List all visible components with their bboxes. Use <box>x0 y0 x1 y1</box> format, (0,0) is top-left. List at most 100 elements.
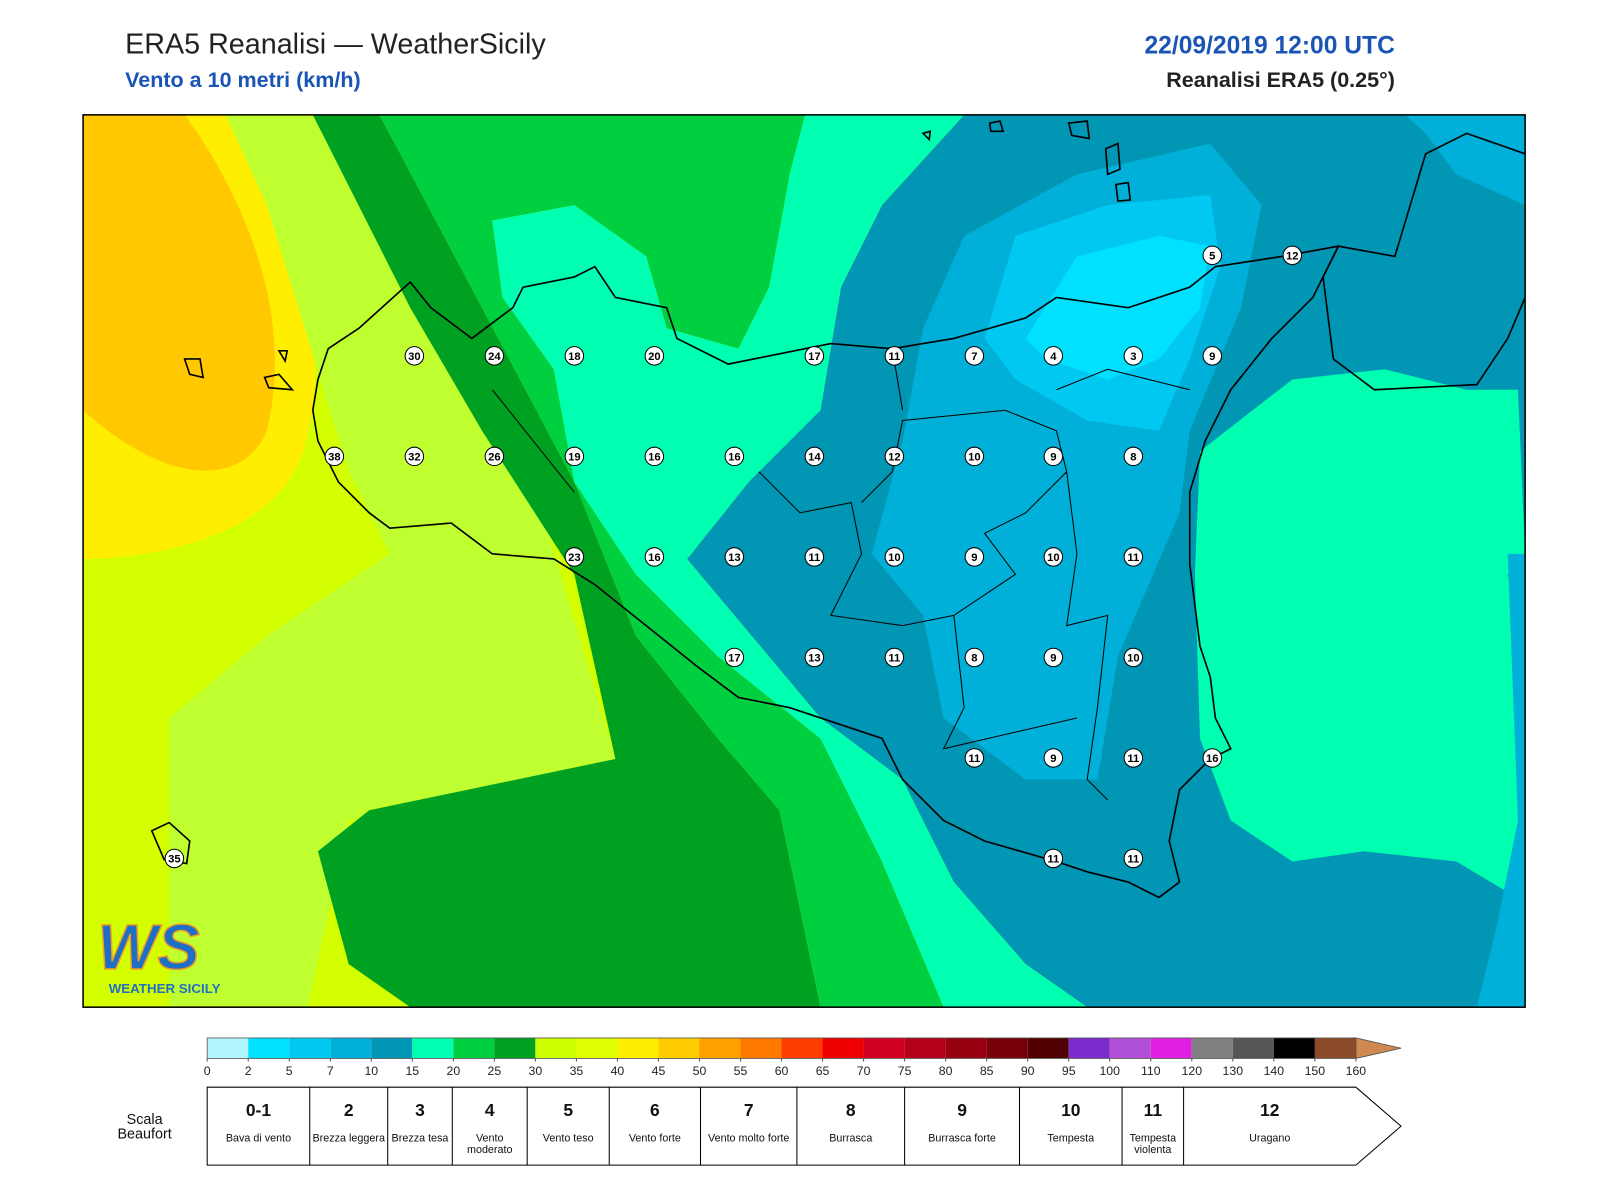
colorbar-tick-label: 90 <box>1021 1064 1035 1078</box>
beaufort-label: Vento teso <box>542 1133 594 1145</box>
wind-field: WS WEATHER SICILY <box>83 114 1526 1008</box>
station-value: 18 <box>568 351 581 363</box>
colorbar-tick-label: 20 <box>446 1064 460 1078</box>
colorbar-segment <box>1068 1037 1110 1059</box>
beaufort-label-box: Tempesta violenta <box>1129 1133 1177 1156</box>
date: 22/09/2019 12:00 UTC <box>1144 32 1395 59</box>
station-marker <box>324 446 345 467</box>
colorbar-segment <box>412 1037 454 1059</box>
colorbar-tick-label: 100 <box>1099 1064 1120 1078</box>
beaufort-label-box: Uragano <box>1249 1133 1290 1143</box>
colorbar-tick-label: 7 <box>327 1064 334 1078</box>
colorbar-segment <box>1232 1037 1274 1059</box>
station-value: 19 <box>568 452 581 464</box>
colorbar-segment <box>371 1037 413 1059</box>
colorbar-segment <box>822 1037 864 1059</box>
colorbar-segment <box>494 1037 536 1059</box>
colorbar-tick-label: 10 <box>364 1064 378 1078</box>
station-value: 11 <box>888 653 900 665</box>
station-marker <box>724 547 745 567</box>
colorbar-segment <box>207 1037 249 1059</box>
colorbar-tick-label: 95 <box>1062 1064 1076 1078</box>
colorbar-tick-label: 2 <box>245 1064 252 1078</box>
station-value: 9 <box>1209 351 1215 363</box>
colorbar-segment <box>1273 1037 1315 1059</box>
station-marker <box>804 446 825 467</box>
beaufort-title-box: Scala Beaufort <box>117 1111 172 1142</box>
station-value: 14 <box>808 452 821 464</box>
beaufort-label-box: Vento moderato <box>467 1133 512 1154</box>
colorbar-segment <box>576 1037 618 1059</box>
station-marker <box>804 547 825 567</box>
station-marker <box>884 446 905 467</box>
beaufort-label: Bava di vento <box>225 1133 292 1145</box>
colorbar-tick-label: 55 <box>734 1064 748 1078</box>
colorbar-tick-label: 130 <box>1223 1064 1244 1078</box>
beaufort-force: 4 <box>485 1100 495 1120</box>
beaufort-force: 9 <box>957 1100 967 1120</box>
stations: 5 12 30 24 18 20 17 11 7 4 3 9 38 32 26 19 16 16 14 12 10 9 8 2… <box>164 245 1303 869</box>
station-value: 16 <box>648 452 661 464</box>
colorbar-segment <box>1191 1037 1233 1059</box>
logo-caption: WEATHER SICILY <box>109 981 221 996</box>
beaufort-label: Brezza leggera <box>312 1133 385 1145</box>
colorbar-tick-label: 5 <box>286 1064 293 1078</box>
station-marker <box>1282 245 1303 266</box>
colorbar-segment <box>904 1037 946 1059</box>
beaufort-force: 12 <box>1260 1100 1279 1120</box>
station-value: 9 <box>1050 653 1056 665</box>
colorbar-segment <box>330 1037 372 1059</box>
beaufort-force: 8 <box>846 1100 856 1120</box>
beaufort-label: Tempesta violenta <box>1129 1133 1177 1156</box>
colorbar-tick-label: 50 <box>693 1064 707 1078</box>
station-value: 20 <box>648 351 661 363</box>
colorbar-tick-label: 25 <box>488 1064 502 1078</box>
station-marker <box>1123 547 1144 567</box>
station-marker <box>404 446 425 467</box>
colorbar-segment <box>248 1037 290 1059</box>
station-value: 11 <box>1047 854 1059 866</box>
station-marker <box>724 446 745 467</box>
beaufort-force: 5 <box>563 1100 573 1120</box>
station-marker <box>1043 848 1064 869</box>
beaufort-force: 10 <box>1061 1100 1080 1120</box>
station-value: 11 <box>808 552 820 564</box>
colorbar: 0 2 5 7 10 15 20 25 30 35 40 45 50 55 60 65 70 75 80 85 90 95… <box>204 1037 1402 1078</box>
station-marker <box>964 446 985 467</box>
beaufort-label-box: Vento forte <box>629 1133 681 1143</box>
station-marker <box>1202 245 1223 266</box>
station-marker <box>564 547 585 567</box>
station-value: 32 <box>408 452 421 464</box>
colorbar-segment <box>289 1037 331 1059</box>
station-marker <box>884 547 905 567</box>
station-marker <box>1043 547 1064 567</box>
beaufort-force: 6 <box>650 1100 660 1120</box>
colorbar-tick-label: 0 <box>204 1064 211 1078</box>
station-marker <box>964 547 985 567</box>
station-marker <box>964 647 985 668</box>
station-value: 10 <box>888 552 901 564</box>
station-value: 8 <box>971 653 977 665</box>
coastlines <box>150 120 1526 899</box>
station-marker <box>644 346 665 366</box>
station-marker <box>1043 748 1064 768</box>
colorbar-segment <box>1109 1037 1151 1059</box>
beaufort-title: Scala Beaufort <box>117 1111 172 1142</box>
map-frame <box>82 114 1526 1008</box>
station-value: 16 <box>648 552 661 564</box>
station-value: 9 <box>1050 753 1056 765</box>
station-value: 24 <box>488 351 501 363</box>
station-value: 12 <box>1286 250 1299 262</box>
beaufort-label: Tempesta <box>1047 1133 1095 1145</box>
colorbar-segment <box>781 1037 823 1059</box>
beaufort-label-box: Burrasca forte <box>928 1133 996 1143</box>
subtitle: Vento a 10 metri (km/h) <box>125 68 361 92</box>
beaufort-force: 7 <box>744 1100 754 1120</box>
station-value: 4 <box>1050 351 1057 363</box>
station-value: 9 <box>971 552 977 564</box>
colorbar-tick-label: 160 <box>1346 1064 1367 1078</box>
colorbar-segment <box>986 1037 1028 1059</box>
colorbar-tick-label: 60 <box>775 1064 789 1078</box>
colorbar-segment <box>1314 1037 1356 1059</box>
colorbar-segment <box>1027 1037 1069 1059</box>
